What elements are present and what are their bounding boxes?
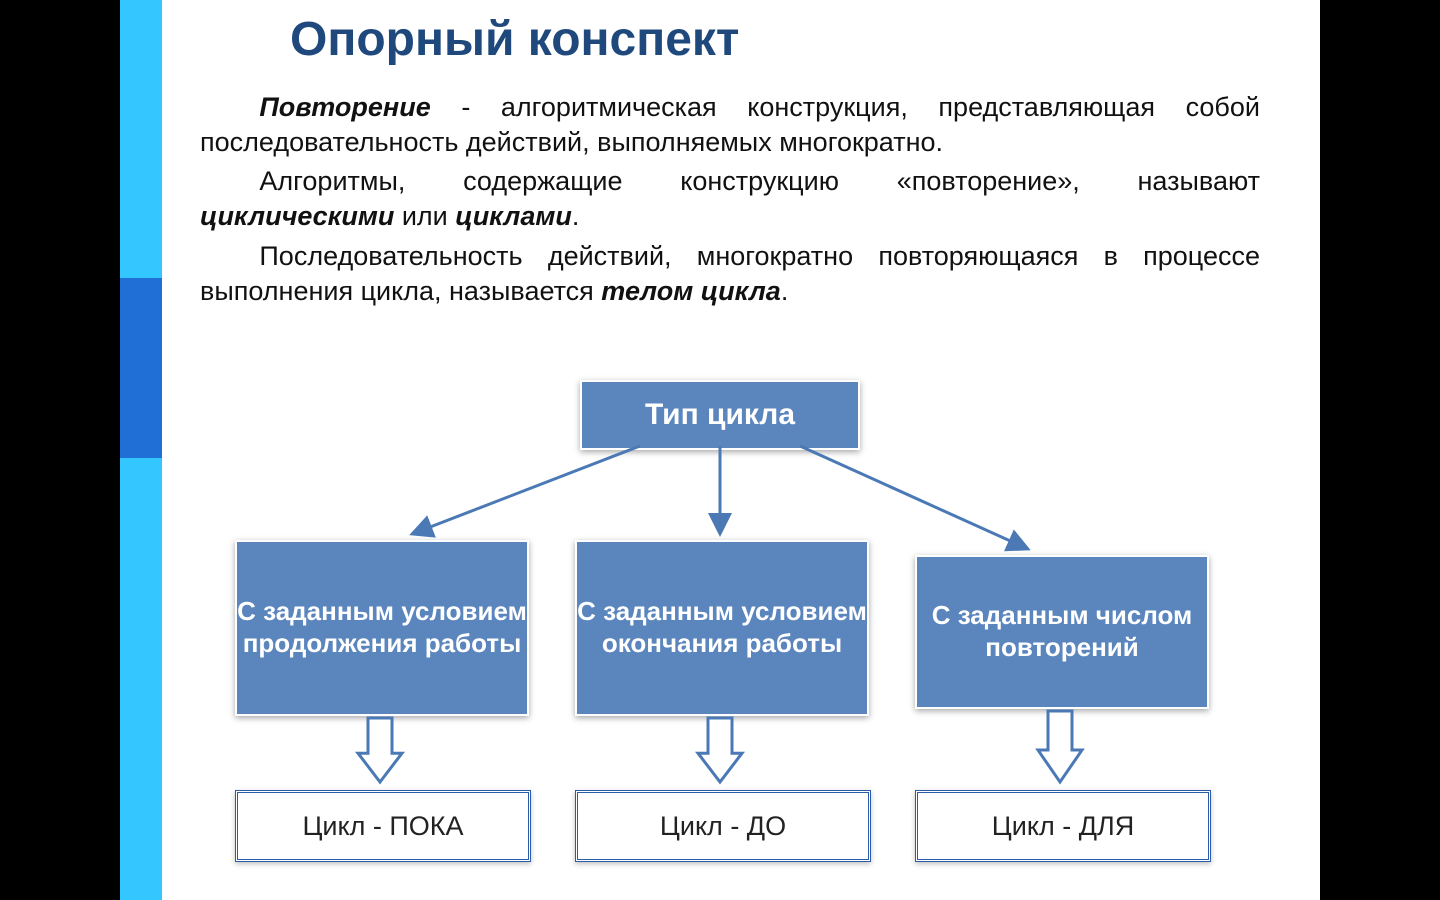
paragraph-3: Последовательность действий, многократно… [200, 239, 1260, 309]
paragraph-1: Повторение - алгоритмическая конструкция… [200, 90, 1260, 160]
term-cyclic: циклическими [200, 201, 394, 231]
p2-lead: Алгоритмы, содержащие конструкцию «повто… [259, 166, 1260, 196]
term-loop-body: телом цикла [601, 276, 781, 306]
caption-1-label: Цикл - ДО [660, 811, 786, 842]
caption-0-label: Цикл - ПОКА [302, 811, 463, 842]
left-bar-dark [120, 278, 162, 458]
caption-2: Цикл - ДЛЯ [915, 790, 1211, 862]
node-child-0: С заданным условием продолжения работы [235, 540, 529, 716]
node-child-0-label: С заданным условием продолжения работы [237, 596, 527, 659]
slide-stage: Опорный конспект Повторение - алгоритмич… [120, 0, 1320, 900]
p2-mid: или [394, 201, 455, 231]
caption-2-label: Цикл - ДЛЯ [992, 811, 1134, 842]
node-child-1-label: С заданным условием окончания работы [577, 596, 867, 659]
p3-tail: . [781, 276, 789, 306]
paragraph-2: Алгоритмы, содержащие конструкцию «повто… [200, 164, 1260, 234]
caption-0: Цикл - ПОКА [235, 790, 531, 862]
node-child-2: С заданным числом повторений [915, 555, 1209, 709]
node-root-label: Тип цикла [645, 397, 795, 434]
p2-tail: . [572, 201, 580, 231]
slide-title: Опорный конспект [290, 12, 739, 67]
node-child-2-label: С заданным числом повторений [917, 600, 1207, 663]
caption-1: Цикл - ДО [575, 790, 871, 862]
term-repetition: Повторение [259, 92, 430, 122]
node-root: Тип цикла [580, 380, 860, 450]
node-child-1: С заданным условием окончания работы [575, 540, 869, 716]
term-cycles: циклами [455, 201, 572, 231]
